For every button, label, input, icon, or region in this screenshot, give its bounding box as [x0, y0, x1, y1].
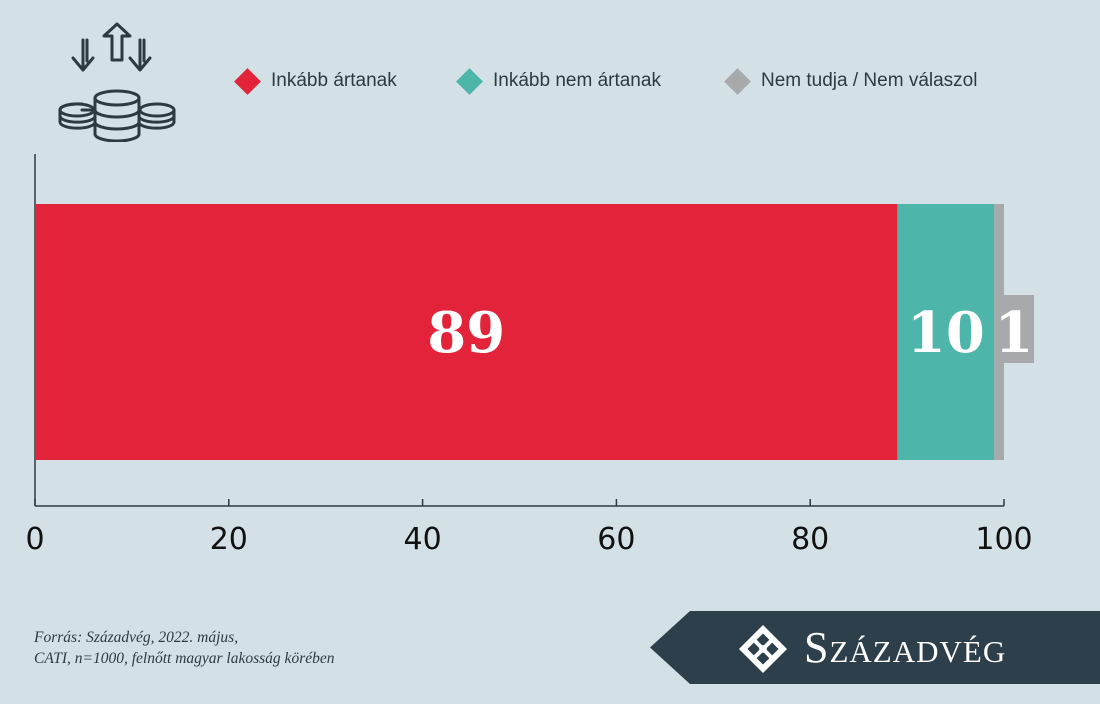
- x-tick-label: 40: [404, 522, 442, 557]
- stacked-bar-chart: 0 20 40 60 80 100 89 10 1: [25, 154, 1034, 557]
- szazadveg-logo-icon: [738, 624, 788, 679]
- bar-segment-1: [35, 204, 898, 460]
- legend-item-inkabb-nem-artanak: Inkább nem ártanak: [454, 67, 722, 95]
- source-line-1: Forrás: Századvég, 2022. május,: [34, 629, 239, 646]
- legend-label: Inkább nem ártanak: [493, 70, 661, 91]
- money-flow-icon: [56, 16, 178, 143]
- data-label: 1: [995, 300, 1034, 366]
- legend-label: Nem tudja / Nem válaszol: [761, 70, 978, 91]
- x-tick-label: 80: [791, 522, 829, 557]
- legend-label: Inkább ártanak: [271, 70, 397, 91]
- brand-name: Századvég: [804, 623, 1007, 672]
- data-label-box: [996, 295, 1034, 363]
- brand-banner: Századvég: [650, 611, 1100, 684]
- data-label: 10: [907, 300, 985, 366]
- x-tick-label: 20: [210, 522, 248, 557]
- bar-segment-2: [897, 204, 995, 460]
- x-tick-label: 0: [25, 522, 44, 557]
- legend-item-inkabb-artanak: Inkább ártanak: [232, 67, 454, 95]
- x-tick-label: 60: [597, 522, 635, 557]
- legend-item-nem-tudja: Nem tudja / Nem válaszol: [722, 67, 978, 95]
- chart-legend: Inkább ártanak Inkább nem ártanak Nem tu…: [232, 67, 978, 95]
- data-label: 89: [427, 300, 505, 366]
- source-note: Forrás: Századvég, 2022. május, CATI, n=…: [34, 627, 334, 669]
- x-tick-label: 100: [975, 522, 1032, 557]
- source-line-2: CATI, n=1000, felnőtt magyar lakosság kö…: [34, 650, 335, 667]
